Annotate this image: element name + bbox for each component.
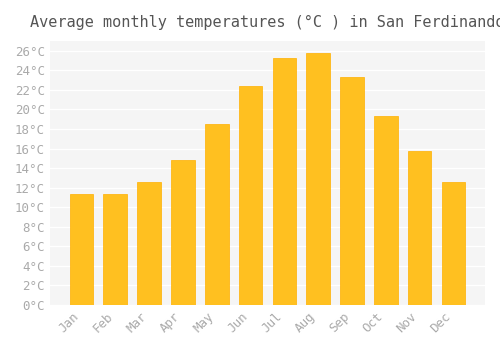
Bar	[138, 182, 161, 305]
Bar	[306, 52, 330, 305]
Bar	[374, 116, 398, 305]
Bar	[171, 160, 194, 305]
Bar	[408, 152, 432, 305]
Title: Average monthly temperatures (°C ) in San Ferdinando: Average monthly temperatures (°C ) in Sa…	[30, 15, 500, 30]
Bar	[70, 194, 94, 305]
Bar	[205, 124, 229, 305]
Bar	[238, 86, 262, 305]
Bar	[442, 182, 465, 305]
Bar	[272, 57, 296, 305]
Bar	[104, 194, 127, 305]
Bar	[340, 77, 364, 305]
